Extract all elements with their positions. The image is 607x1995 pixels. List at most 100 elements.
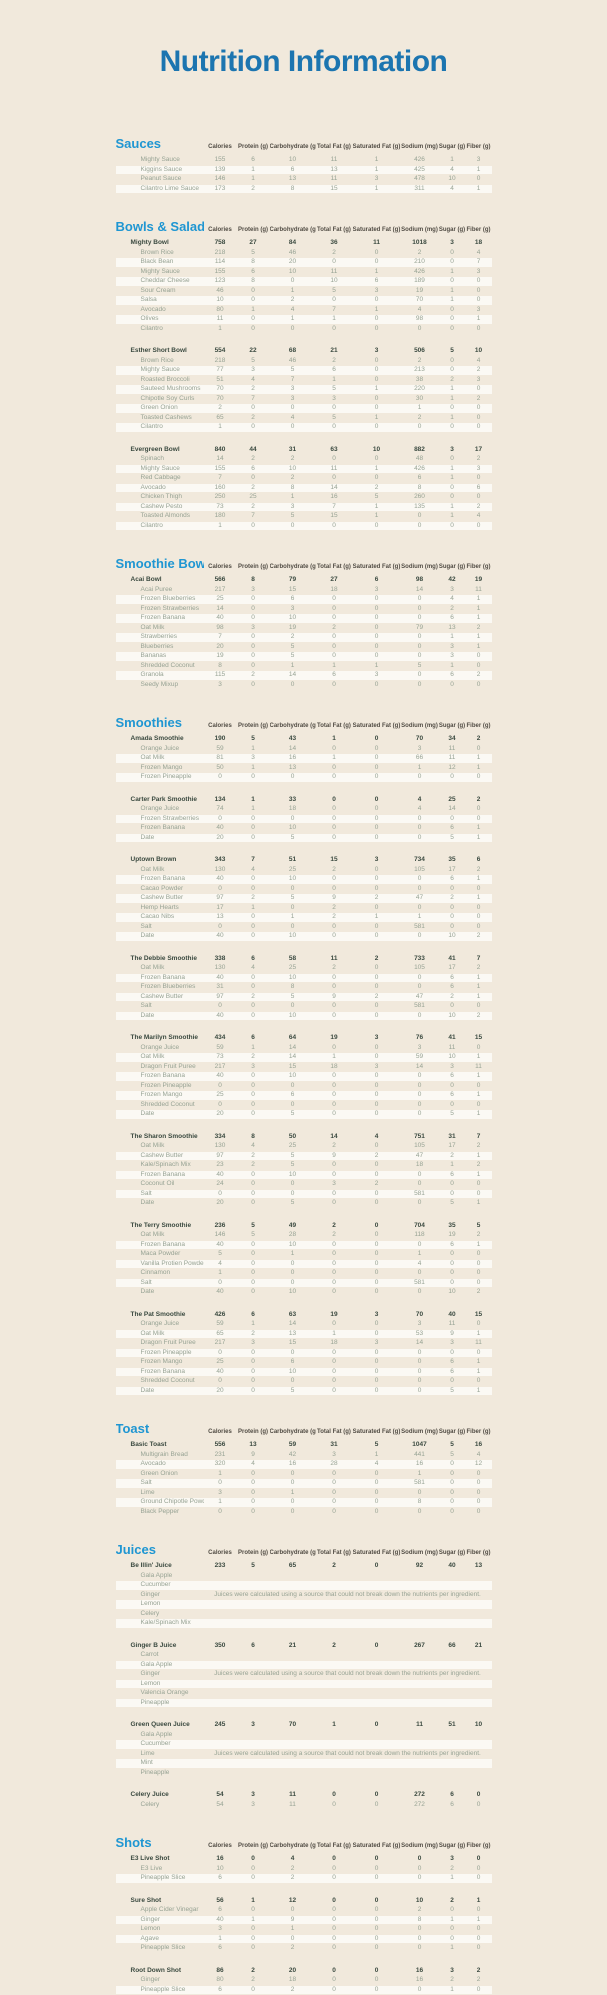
column-header: Sugar (g) — [438, 227, 466, 233]
nutrition-value: 0 — [236, 1386, 270, 1395]
nutrition-value: 0 — [417, 1358, 422, 1365]
nutrition-value: 0 — [236, 1278, 270, 1287]
nutrition-value: 3 — [251, 623, 255, 631]
group-total-value: 44 — [249, 445, 257, 453]
nutrition-value: 2 — [465, 366, 492, 375]
column-header: Sodium (mg) — [401, 1843, 438, 1849]
ingredient-row: Red Cabbage 7 0 2 0 0 6 1 0 — [116, 474, 492, 483]
ingredient-name: Acai Puree — [140, 585, 173, 593]
nutrition-value: 25 — [288, 964, 297, 971]
ingredient-row: Brown Rice 218 5 46 2 0 2 0 4 — [116, 357, 492, 366]
group-total-value: 0 — [332, 1966, 336, 1974]
nutrition-value: 0 — [290, 1180, 295, 1187]
nutrition-value: 0 — [374, 865, 379, 873]
ingredient-name: Brown Rice — [140, 356, 174, 364]
group-total-value: 2 — [332, 1641, 336, 1649]
nutrition-value: 11 — [475, 585, 482, 593]
nutrition-value: 2 — [236, 894, 270, 903]
ingredient-name: Mighty Sauce — [140, 267, 180, 275]
nutrition-value: 0 — [269, 1189, 316, 1198]
group-total-value: 338 — [214, 954, 226, 962]
nutrition-value: 0 — [476, 661, 481, 669]
nutrition-value: 0 — [352, 1479, 401, 1488]
nutrition-value: 2 — [476, 1142, 481, 1149]
nutrition-value: 0 — [374, 604, 379, 612]
nutrition-value: 6 — [438, 614, 466, 623]
group-total-value: 15 — [474, 1310, 483, 1318]
nutrition-value: 6 — [269, 165, 316, 174]
nutrition-value: 10 — [269, 932, 316, 941]
nutrition-value: 0 — [374, 1488, 379, 1496]
nutrition-value: 2 — [236, 1151, 270, 1160]
group-total-value: 5 — [476, 1221, 481, 1229]
nutrition-value: 1 — [450, 156, 454, 163]
nutrition-value: 12 — [465, 1460, 492, 1469]
nutrition-value: 9 — [315, 992, 353, 1001]
group-row: Uptown Brown 343 7 51 15 3 734 35 6 — [116, 856, 492, 865]
nutrition-value: 4 — [251, 375, 255, 383]
nutrition-value: 0 — [236, 875, 270, 884]
nutrition-value: 0 — [374, 884, 379, 892]
nutrition-value: 0 — [251, 604, 255, 612]
nutrition-value: 4 — [476, 356, 481, 364]
nutrition-value: 42 — [288, 1450, 297, 1458]
ingredient-name: Orange Juice — [140, 1320, 180, 1327]
group-total-value: 19 — [330, 1034, 338, 1041]
group-total-value: 21 — [288, 1641, 297, 1649]
nutrition-value: 2 — [332, 623, 336, 631]
nutrition-value: 2 — [236, 502, 270, 511]
ingredient-name: Cashew Butter — [115, 992, 204, 1001]
nutrition-value: 0 — [476, 1925, 481, 1932]
nutrition-value: 0 — [352, 754, 401, 763]
nutrition-value: 1 — [476, 1358, 481, 1365]
group-total-value: 2 — [450, 1896, 454, 1904]
nutrition-value: 581 — [414, 1002, 425, 1009]
group-total-value: 35 — [448, 856, 456, 863]
ingredient-row: Kiggins Sauce 139 1 6 13 1 425 4 1 — [115, 165, 492, 174]
ingredient-row: Frozen Banana 40 0 10 0 0 0 6 1 — [115, 973, 492, 982]
nutrition-value: 1 — [465, 614, 492, 623]
nutrition-value: 1 — [465, 1072, 492, 1081]
group-total-value: 58 — [288, 954, 297, 962]
nutrition-value: 1 — [476, 604, 481, 612]
nutrition-value: 28 — [315, 1460, 353, 1469]
nutrition-value: 3 — [218, 1925, 222, 1932]
nutrition-value: 1 — [251, 175, 255, 182]
nutrition-value: 14 — [269, 1053, 316, 1062]
nutrition-value: 0 — [476, 286, 481, 294]
nutrition-value: 0 — [465, 913, 492, 922]
column-header: Total Fat (g) — [317, 1550, 351, 1556]
nutrition-value: 1 — [374, 156, 379, 163]
nutrition-value: 2 — [476, 455, 481, 462]
nutrition-value: 0 — [203, 1189, 237, 1198]
nutrition-value: 0 — [465, 423, 492, 432]
nutrition-value: 4 — [476, 1450, 481, 1458]
nutrition-value: 0 — [218, 1081, 222, 1089]
group-total-value: 5 — [251, 735, 255, 742]
ingredient-name: Orange Juice — [140, 744, 180, 752]
group-total-value: 40 — [448, 1310, 456, 1318]
nutrition-value: 0 — [352, 814, 401, 823]
nutrition-value: 0 — [315, 1240, 353, 1249]
ingredient-row: Shredded Coconut 8 0 1 1 1 5 1 0 — [116, 662, 492, 671]
nutrition-value: 0 — [374, 805, 379, 812]
group-total-value: 426 — [214, 1310, 226, 1318]
nutrition-value: 1 — [476, 763, 481, 771]
nutrition-value: 2 — [203, 404, 237, 413]
nutrition-value: 0 — [251, 661, 255, 669]
group-total-value: 63 — [288, 1310, 297, 1318]
ingredient-row: Shredded Coconut 0 0 0 0 0 0 0 0 — [116, 1101, 492, 1110]
ingredient-row: Lime Juices were calculated using a sourc… — [116, 1750, 492, 1759]
nutrition-value: 1 — [352, 913, 401, 922]
ingredient-row: Acai Puree 217 3 15 18 3 14 3 11 — [116, 586, 492, 595]
nutrition-value: 14 — [216, 455, 224, 462]
nutrition-value: 0 — [236, 1240, 270, 1249]
nutrition-value: 0 — [400, 1110, 439, 1119]
ingredient-name: Mighty Sauce — [140, 156, 180, 163]
nutrition-value: 160 — [203, 483, 237, 492]
nutrition-value: 0 — [374, 1269, 379, 1276]
nutrition-value: 218 — [214, 248, 226, 256]
nutrition-value: 0 — [251, 1864, 255, 1872]
group-spacer — [116, 1954, 492, 1966]
nutrition-value: 8 — [290, 983, 295, 990]
